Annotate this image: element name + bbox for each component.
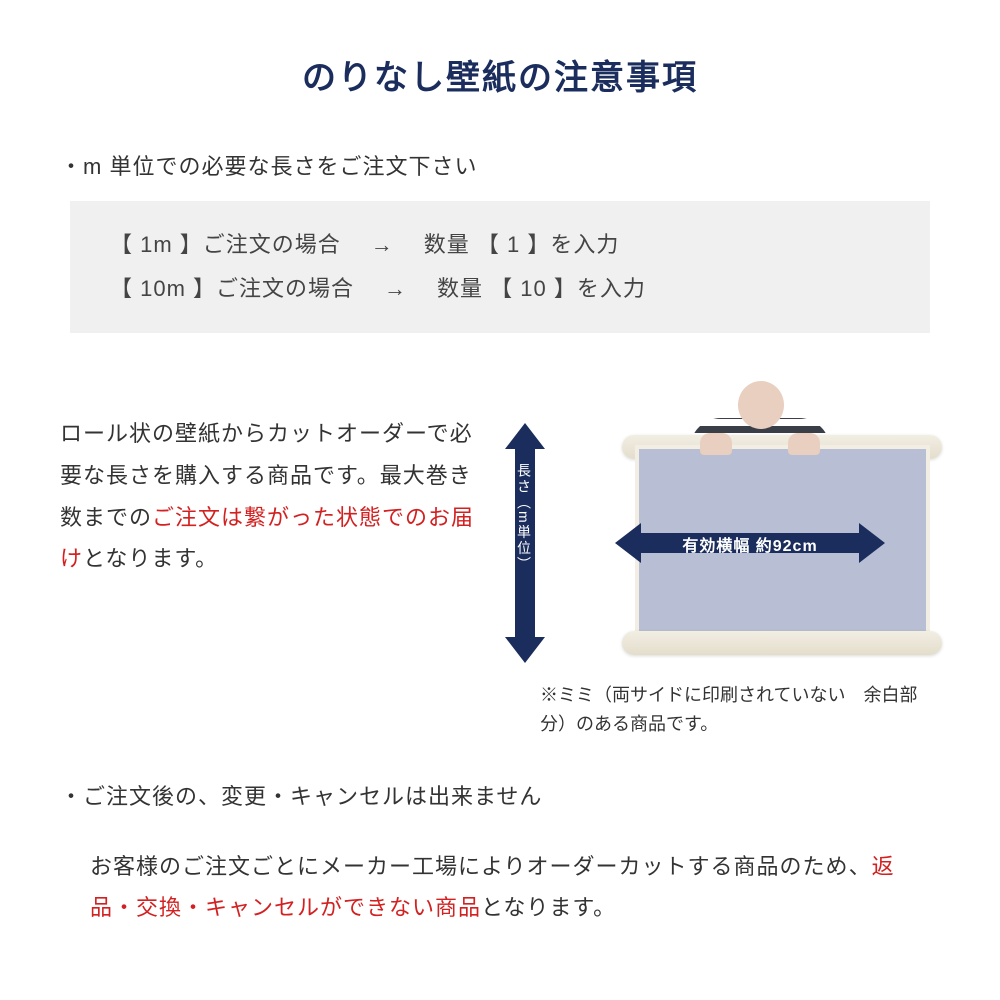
section1-label: ・m 単位での必要な長さをご注文下さい	[60, 149, 940, 181]
arrow-right-icon: →	[384, 267, 407, 311]
person-illustration	[590, 373, 930, 653]
example-row: 【 10m 】ご注文の場合 → 数量 【 10 】を入力	[110, 267, 890, 311]
example-row: 【 1m 】ご注文の場合 → 数量 【 1 】を入力	[110, 223, 890, 267]
width-arrow-label: 有効横幅 約92cm	[615, 532, 885, 556]
page-title: のりなし壁紙の注意事項	[60, 50, 940, 99]
mimi-note: ※ミミ（両サイドに印刷されていない 余白部分）のある商品です。	[500, 681, 940, 739]
desc-post: となります。	[83, 546, 218, 571]
example-left: 【 1m 】ご注文の場合	[110, 223, 341, 267]
example-right: 数量 【 1 】を入力	[424, 223, 620, 267]
arrow-right-icon: →	[371, 223, 394, 267]
example-right: 数量 【 10 】を入力	[437, 267, 646, 311]
cancel-description: お客様のご注文ごとにメーカー工場によりオーダーカットする商品のため、返品・交換・…	[60, 831, 940, 930]
order-example-box: 【 1m 】ご注文の場合 → 数量 【 1 】を入力 【 10m 】ご注文の場合…	[70, 201, 930, 333]
cancel-pre: お客様のご注文ごとにメーカー工場によりオーダーカットする商品のため、	[90, 854, 872, 879]
example-left: 【 10m 】ご注文の場合	[110, 267, 354, 311]
width-arrow-icon: 有効横幅 約92cm	[615, 523, 885, 563]
length-arrow-label: 長さ（m単位）	[516, 463, 534, 573]
wallpaper-diagram: 長さ（m単位） 有効横幅 約92cm ※ミミ（両サイドに印刷されていない 余白部…	[500, 373, 940, 739]
cancel-post: となります。	[481, 895, 616, 920]
cut-order-description: ロール状の壁紙からカットオーダーで必要な長さを購入する商品です。最大巻き数までの…	[60, 373, 480, 580]
length-arrow-icon: 長さ（m単位）	[505, 423, 545, 663]
section2-label: ・ご注文後の、変更・キャンセルは出来ません	[60, 779, 940, 811]
